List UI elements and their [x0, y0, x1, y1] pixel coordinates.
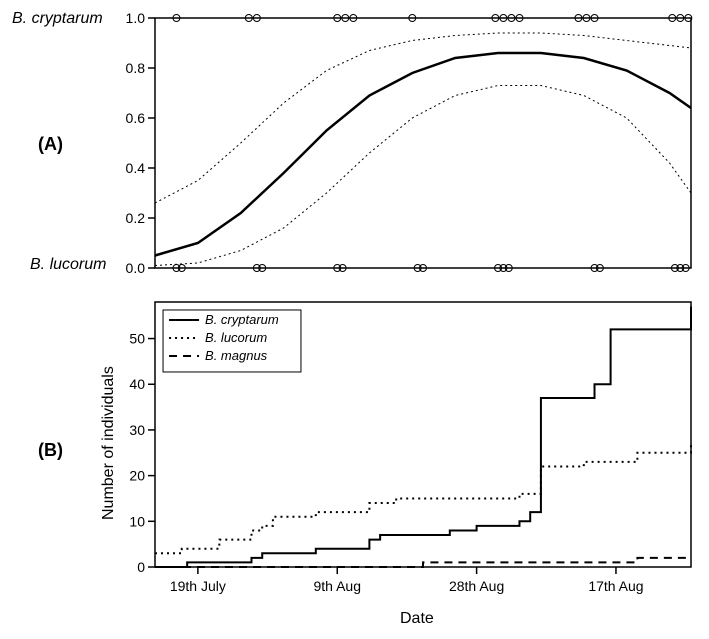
x-tick-label: 28th Aug: [449, 578, 504, 594]
panel-b-ytick-label: 30: [129, 422, 145, 438]
legend-label: B. magnus: [205, 348, 268, 363]
x-axis-label: Date: [400, 610, 434, 628]
species-label-bottom: B. lucorum: [30, 256, 106, 274]
panel-b-yticks: 01020304050: [115, 302, 155, 567]
panel-a-plot: [155, 18, 691, 268]
legend-label: B. cryptarum: [205, 312, 279, 327]
species-label-top: B. cryptarum: [12, 10, 103, 28]
panel-b-plot: B. cryptarum B. lucorum B. magnus: [155, 302, 691, 567]
panel-b-ytick-label: 40: [129, 376, 145, 392]
x-tick-label: 9th Aug: [313, 578, 361, 594]
ci-lower: [155, 86, 691, 266]
panel-a-border: [155, 18, 691, 268]
logistic-curve: [155, 53, 691, 256]
legend-label: B. lucorum: [205, 330, 267, 345]
x-tick-label: 19th July: [170, 578, 226, 594]
panel-a-label: (A): [38, 134, 63, 155]
figure-container: (A) B. cryptarum B. lucorum 0.0 0.2 0.4 0.6…: [0, 0, 709, 639]
series-cryptarum: [155, 307, 691, 567]
panel-a-ytick-label: 0.0: [126, 260, 146, 276]
panel-b-ytick-label: 0: [137, 559, 145, 575]
panel-a-ytick-label: 0.4: [126, 160, 146, 176]
panel-a-ytick-label: 0.2: [126, 210, 146, 226]
x-tick-label: 17th Aug: [588, 578, 643, 594]
panel-a-ytick-label: 0.8: [126, 60, 146, 76]
panel-a-yticks: 0.00.20.40.60.81.0: [115, 18, 155, 268]
panel-b-label: (B): [38, 440, 63, 461]
series-lucorum: [155, 444, 691, 554]
panel-b-ytick-label: 50: [129, 331, 145, 347]
ci-upper: [155, 33, 691, 203]
panel-b-ytick-label: 20: [129, 468, 145, 484]
panel-b-ytick-label: 10: [129, 513, 145, 529]
panel-a-ytick-label: 0.6: [126, 110, 146, 126]
panel-a-ytick-label: 1.0: [126, 10, 146, 26]
x-axis-ticks: 19th July 9th Aug 28th Aug 17th Aug: [155, 567, 691, 607]
